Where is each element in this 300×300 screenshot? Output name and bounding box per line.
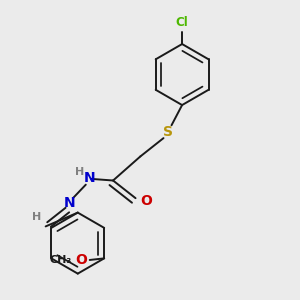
Text: O: O xyxy=(140,194,152,208)
Text: H: H xyxy=(75,167,84,177)
Text: H: H xyxy=(32,212,41,222)
Text: S: S xyxy=(163,125,173,139)
Text: O: O xyxy=(76,253,88,267)
Text: N: N xyxy=(64,196,76,210)
Text: CH₃: CH₃ xyxy=(50,255,72,265)
Text: Cl: Cl xyxy=(176,16,188,28)
Text: N: N xyxy=(84,171,96,185)
